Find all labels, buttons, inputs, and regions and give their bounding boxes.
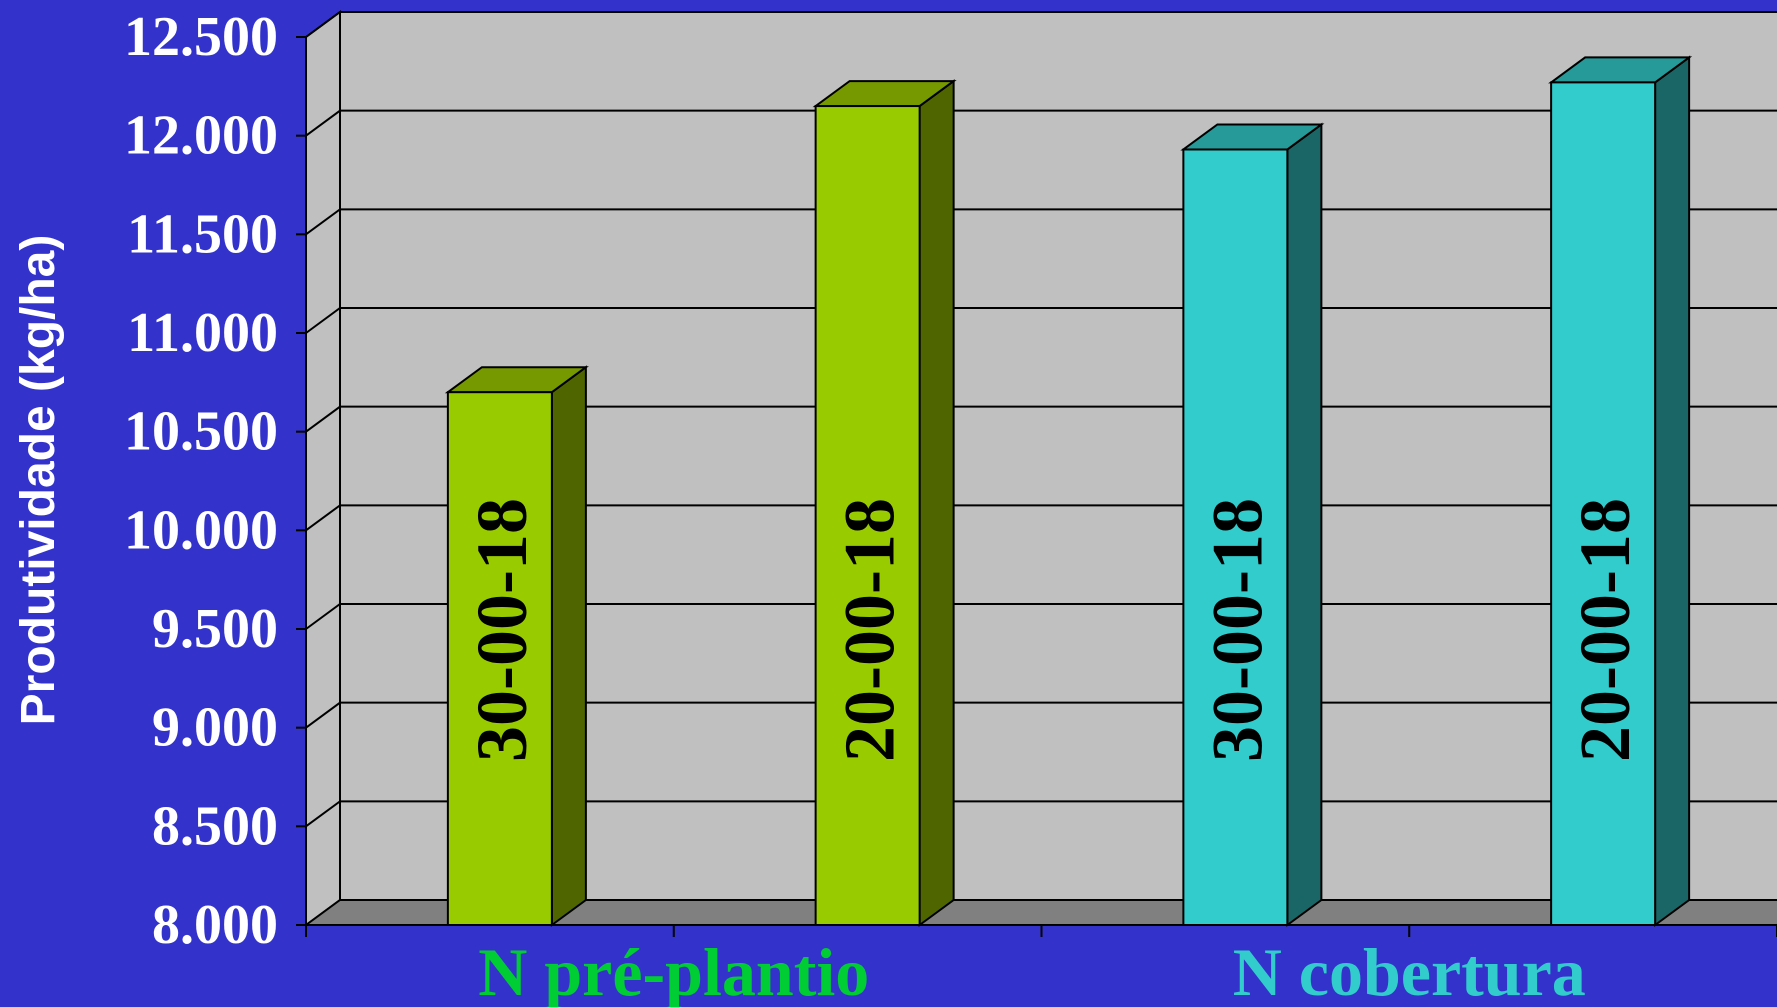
bar-front (446, 391, 553, 926)
bar-front (1550, 81, 1657, 927)
y-tick-label: 10.500 (124, 401, 278, 463)
y-tick-label: 8.500 (152, 795, 278, 857)
gridline (305, 109, 1777, 137)
x-group-labels: N pré-plantio N cobertura (478, 934, 1586, 1007)
y-tick-label: 12.500 (124, 6, 278, 68)
bar: 30-00-18 (1180, 122, 1325, 927)
bar-side (918, 79, 955, 927)
y-tick-label: 9.500 (152, 598, 278, 660)
bar: 20-00-18 (812, 79, 957, 927)
side-wall (305, 10, 341, 927)
bar-side (550, 365, 587, 927)
y-tick-label: 8.000 (152, 894, 278, 956)
bar-label: 30-00-18 (1197, 498, 1277, 762)
bar-label: 20-00-18 (1565, 498, 1645, 762)
bar: 20-00-18 (1548, 55, 1693, 927)
x-group-label: N pré-plantio (478, 934, 869, 1007)
y-tick-label: 9.000 (152, 697, 278, 759)
y-tick-label: 12.000 (124, 105, 278, 167)
x-group-label: N cobertura (1233, 934, 1586, 1007)
y-tick-label: 11.000 (127, 302, 278, 364)
bar-side (1286, 122, 1323, 927)
bar-label: 20-00-18 (830, 498, 910, 762)
bar-front (1182, 148, 1289, 927)
y-axis-label: Produtividade (kg/ha) (12, 235, 65, 726)
bar: 30-00-18 (444, 365, 589, 927)
y-tick-labels: 8.000 8.500 9.000 9.500 10.000 10.500 11.000 11… (124, 6, 278, 956)
bar-front (814, 105, 921, 927)
y-tick-label: 11.500 (127, 203, 278, 265)
bar-label: 30-00-18 (462, 498, 542, 762)
bar-side (1654, 55, 1691, 927)
y-tick-label: 10.000 (124, 499, 278, 561)
gridline (305, 11, 1777, 38)
bars: 30-00-18 20-00-18 30-00-18 20-00-18 (444, 55, 1693, 927)
